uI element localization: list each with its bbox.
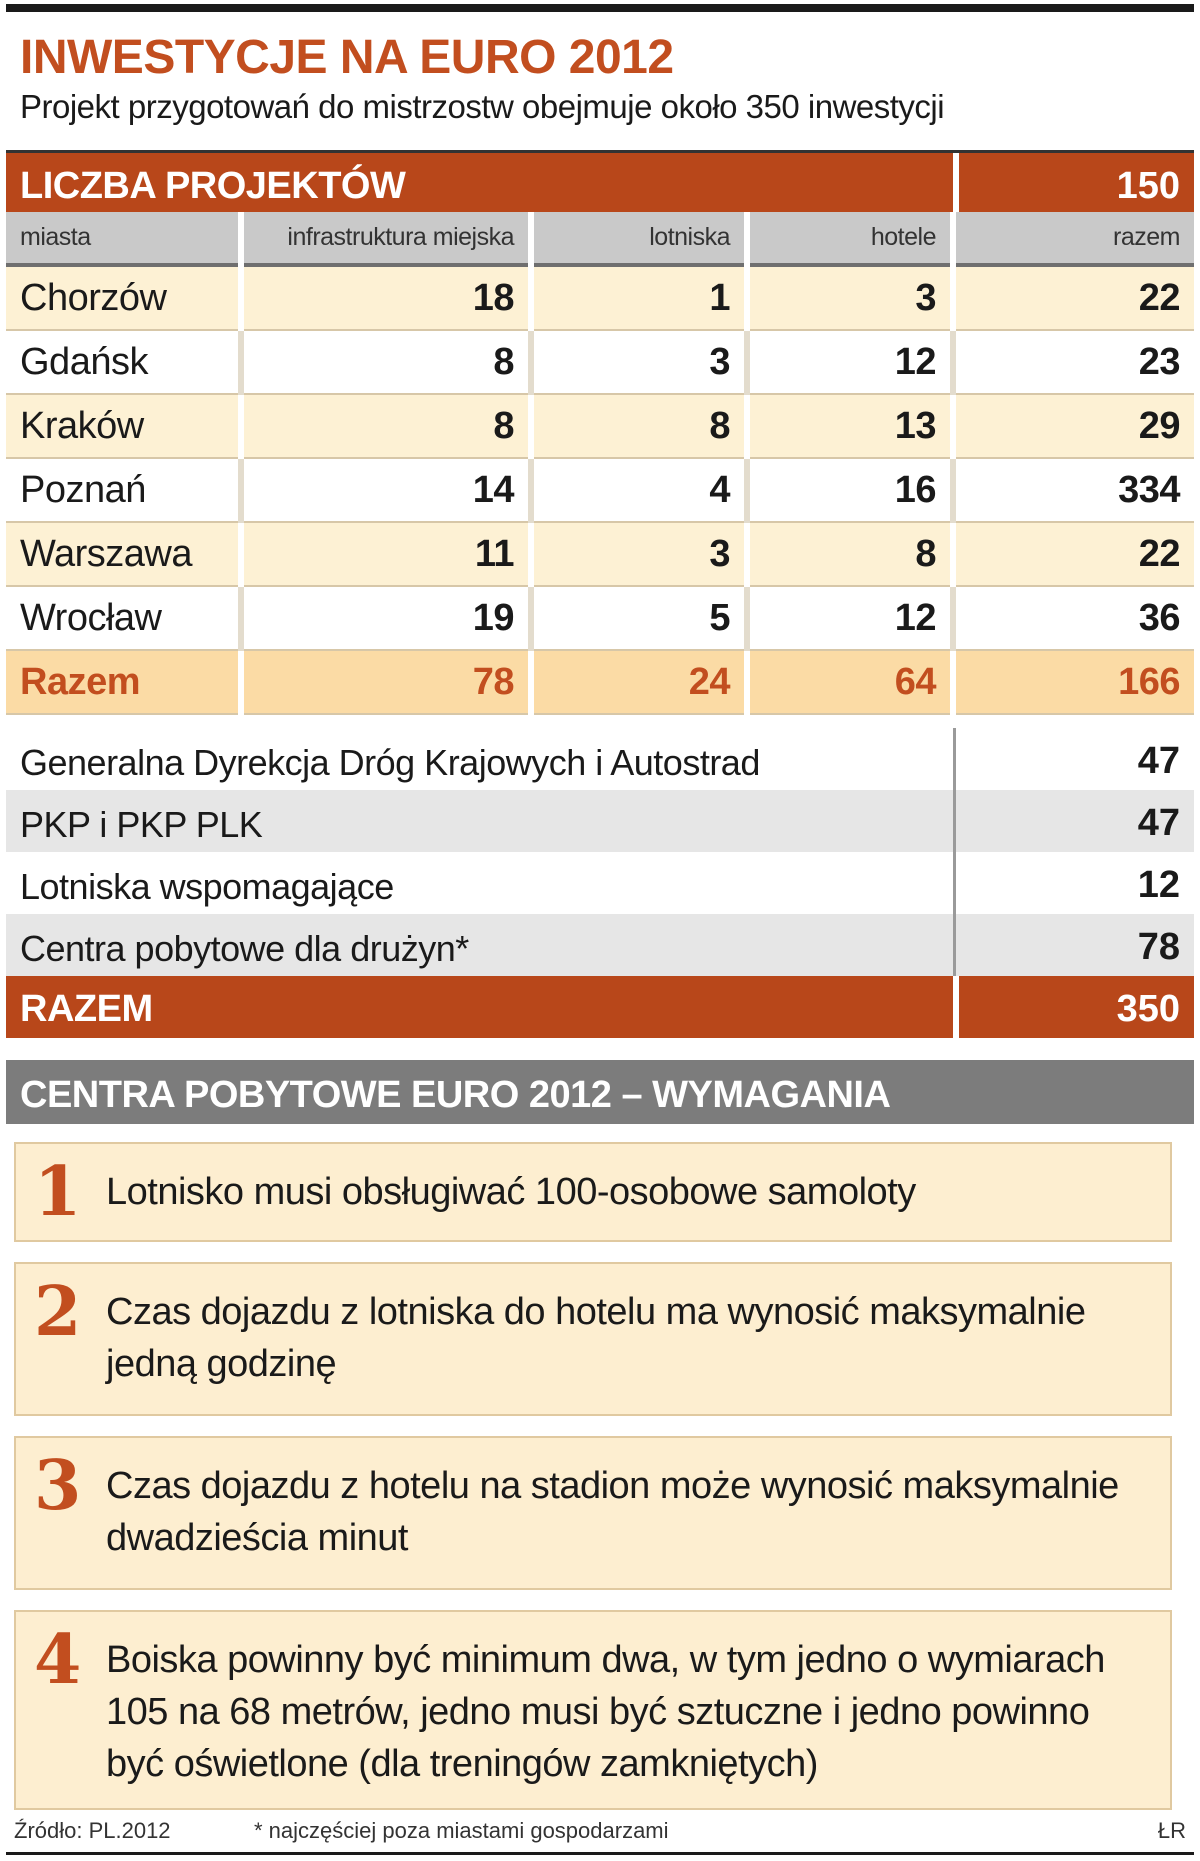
- grand-total-band: RAZEM 350: [6, 976, 1194, 1038]
- table-row: Poznań 14 4 16 334: [6, 458, 1194, 523]
- source-note: Źródło: PL.2012: [14, 1818, 171, 1843]
- requirement-box: 4 Boiska powinny być minimum dwa, w tym …: [14, 1610, 1172, 1810]
- table-row: Chorzów 18 1 3 22: [6, 265, 1194, 331]
- value-cell: 4: [531, 458, 750, 523]
- row-divider: [953, 728, 956, 790]
- band-divider: [953, 153, 959, 215]
- other-row-pkp: PKP i PKP PLK 47: [6, 790, 1194, 854]
- requirement-text: Czas dojazdu z hotelu na stadion może wy…: [106, 1465, 1119, 1559]
- requirement-number: 3: [34, 1446, 82, 1526]
- value-cell: 29: [953, 394, 1194, 459]
- table-row: Wrocław 19 5 12 36: [6, 586, 1194, 651]
- requirement-text: Lotnisko musi obsługiwać 100-osobowe sam…: [106, 1171, 916, 1213]
- city-cell: Chorzów: [6, 265, 244, 331]
- bottom-rule: [6, 1852, 1194, 1855]
- page-subtitle: Projekt przygotowań do mistrzostw obejmu…: [20, 88, 945, 125]
- requirement-box: 3 Czas dojazdu z hotelu na stadion może …: [14, 1436, 1172, 1590]
- row-divider: [953, 852, 956, 914]
- total-row: Razem 78 24 64 166: [6, 650, 1194, 715]
- requirement-number: 4: [34, 1620, 82, 1700]
- value-cell: 14: [241, 458, 534, 523]
- total-value-cell: 166: [953, 650, 1194, 715]
- value-cell: 13: [747, 394, 956, 459]
- city-cell: Wrocław: [6, 586, 244, 651]
- requirements-header: CENTRA POBYTOWE EURO 2012 – WYMAGANIA: [6, 1060, 1194, 1124]
- other-row-gddkia: Generalna Dyrekcja Dróg Krajowych i Auto…: [6, 728, 1194, 792]
- other-row-value: 78: [1137, 926, 1180, 968]
- value-cell: 19: [241, 586, 534, 651]
- projects-header-value: 150: [1116, 165, 1180, 207]
- band-divider: [953, 976, 959, 1038]
- projects-header-label: LICZBA PROJEKTÓW: [20, 165, 406, 207]
- value-cell: 8: [241, 394, 534, 459]
- value-cell: 12: [747, 586, 956, 651]
- requirement-box: 1 Lotnisko musi obsługiwać 100-osobowe s…: [14, 1142, 1172, 1242]
- value-cell: 1: [531, 265, 750, 331]
- total-label: Razem: [6, 650, 244, 715]
- value-cell: 23: [953, 330, 1194, 395]
- column-header-miasta: miasta: [6, 212, 244, 267]
- value-cell: 16: [747, 458, 956, 523]
- row-divider: [953, 790, 956, 852]
- top-rule: [6, 4, 1194, 12]
- value-cell: 11: [241, 522, 534, 587]
- city-cell: Poznań: [6, 458, 244, 523]
- other-row-label: Generalna Dyrekcja Dróg Krajowych i Auto…: [20, 742, 760, 783]
- column-header-lotniska: lotniska: [531, 212, 750, 267]
- column-header-razem: razem: [953, 212, 1194, 267]
- value-cell: 8: [241, 330, 534, 395]
- value-cell: 5: [531, 586, 750, 651]
- value-cell: 22: [953, 265, 1194, 331]
- other-row-team-centers: Centra pobytowe dla drużyn* 78: [6, 914, 1194, 978]
- other-row-label: Centra pobytowe dla drużyn*: [20, 928, 469, 969]
- other-row-label: PKP i PKP PLK: [20, 804, 263, 845]
- projects-table: miasta infrastruktura miejska lotniska h…: [6, 212, 1194, 715]
- row-divider: [953, 914, 956, 976]
- value-cell: 8: [747, 522, 956, 587]
- table-row: Gdańsk 8 3 12 23: [6, 330, 1194, 395]
- table-row: Warszawa 11 3 8 22: [6, 522, 1194, 587]
- value-cell: 3: [531, 330, 750, 395]
- requirement-text: Boiska powinny być minimum dwa, w tym je…: [106, 1639, 1105, 1785]
- city-cell: Kraków: [6, 394, 244, 459]
- author-initials: ŁR: [1157, 1818, 1186, 1843]
- value-cell: 334: [953, 458, 1194, 523]
- other-row-airports: Lotniska wspomagające 12: [6, 852, 1194, 916]
- value-cell: 22: [953, 522, 1194, 587]
- other-row-value: 47: [1137, 740, 1180, 782]
- value-cell: 8: [531, 394, 750, 459]
- other-row-label: Lotniska wspomagające: [20, 866, 394, 907]
- value-cell: 36: [953, 586, 1194, 651]
- table-row: Kraków 8 8 13 29: [6, 394, 1194, 459]
- table-header-row: miasta infrastruktura miejska lotniska h…: [6, 212, 1194, 267]
- total-value-cell: 64: [747, 650, 956, 715]
- other-row-value: 12: [1137, 864, 1180, 906]
- requirement-number: 1: [34, 1152, 82, 1232]
- value-cell: 12: [747, 330, 956, 395]
- value-cell: 18: [241, 265, 534, 331]
- requirements-title: CENTRA POBYTOWE EURO 2012 – WYMAGANIA: [20, 1074, 891, 1116]
- city-cell: Gdańsk: [6, 330, 244, 395]
- projects-header-band: LICZBA PROJEKTÓW 150: [6, 150, 1194, 215]
- requirement-text: Czas dojazdu z lotniska do hotelu ma wyn…: [106, 1291, 1086, 1385]
- column-header-hotele: hotele: [747, 212, 956, 267]
- requirement-number: 2: [34, 1272, 82, 1352]
- page-title: INWESTYCJE NA EURO 2012: [20, 31, 674, 84]
- other-row-value: 47: [1137, 802, 1180, 844]
- city-cell: Warszawa: [6, 522, 244, 587]
- column-header-infrastruktura: infrastruktura miejska: [241, 212, 534, 267]
- total-value-cell: 24: [531, 650, 750, 715]
- grand-total-value: 350: [1116, 988, 1180, 1030]
- total-value-cell: 78: [241, 650, 534, 715]
- value-cell: 3: [531, 522, 750, 587]
- footer: Źródło: PL.2012 * najczęściej poza miast…: [14, 1818, 1186, 1848]
- grand-total-label: RAZEM: [20, 988, 153, 1030]
- value-cell: 3: [747, 265, 956, 331]
- requirement-box: 2 Czas dojazdu z lotniska do hotelu ma w…: [14, 1262, 1172, 1416]
- footnote: * najczęściej poza miastami gospodarzami: [254, 1818, 669, 1843]
